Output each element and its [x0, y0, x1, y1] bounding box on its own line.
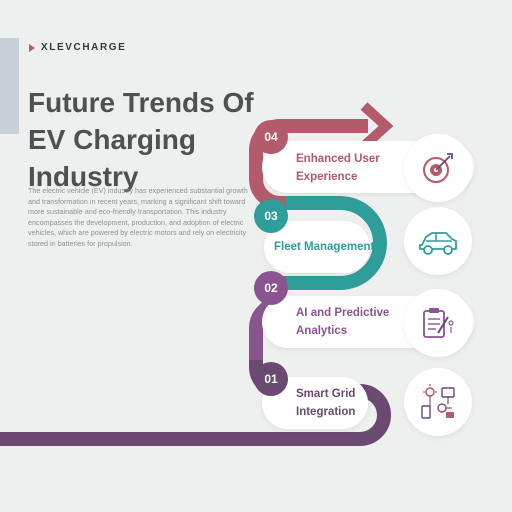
step-icon-circle-02 — [404, 289, 472, 357]
step-icon-circle-01 — [404, 368, 472, 436]
step-icon-circle-03 — [404, 207, 472, 275]
step-label-02: AI and Predictive Analytics — [296, 307, 390, 337]
step-badge-02: 02 — [254, 271, 288, 305]
step-label-04: Enhanced User Experience — [296, 153, 380, 183]
step-badge-01: 01 — [254, 362, 288, 396]
corner-accent-block — [0, 38, 19, 134]
brand: XLEVCHARGE — [29, 42, 126, 53]
brand-name: XLEVCHARGE — [41, 42, 127, 53]
flow-segment-03 — [286, 196, 388, 290]
target-icon — [423, 153, 453, 183]
description: The electric vehicle (EV) industry has e… — [28, 186, 248, 248]
step-card-03 — [264, 221, 370, 273]
brand-mark-icon — [29, 43, 35, 52]
step-badge-03: 03 — [254, 199, 288, 233]
step-label-01: Smart Grid Integration — [296, 388, 356, 418]
arrow-head-icon — [360, 102, 394, 150]
page-title: Future Trends Of EV Charging Industry — [28, 87, 254, 192]
smart-grid-icon — [421, 384, 455, 419]
step-badge-04: 04 — [254, 120, 288, 154]
step-icon-circle-04 — [404, 134, 472, 202]
clipboard-analytics-icon — [423, 308, 454, 338]
car-icon — [419, 232, 457, 255]
step-label-03: Fleet Management — [274, 241, 375, 253]
